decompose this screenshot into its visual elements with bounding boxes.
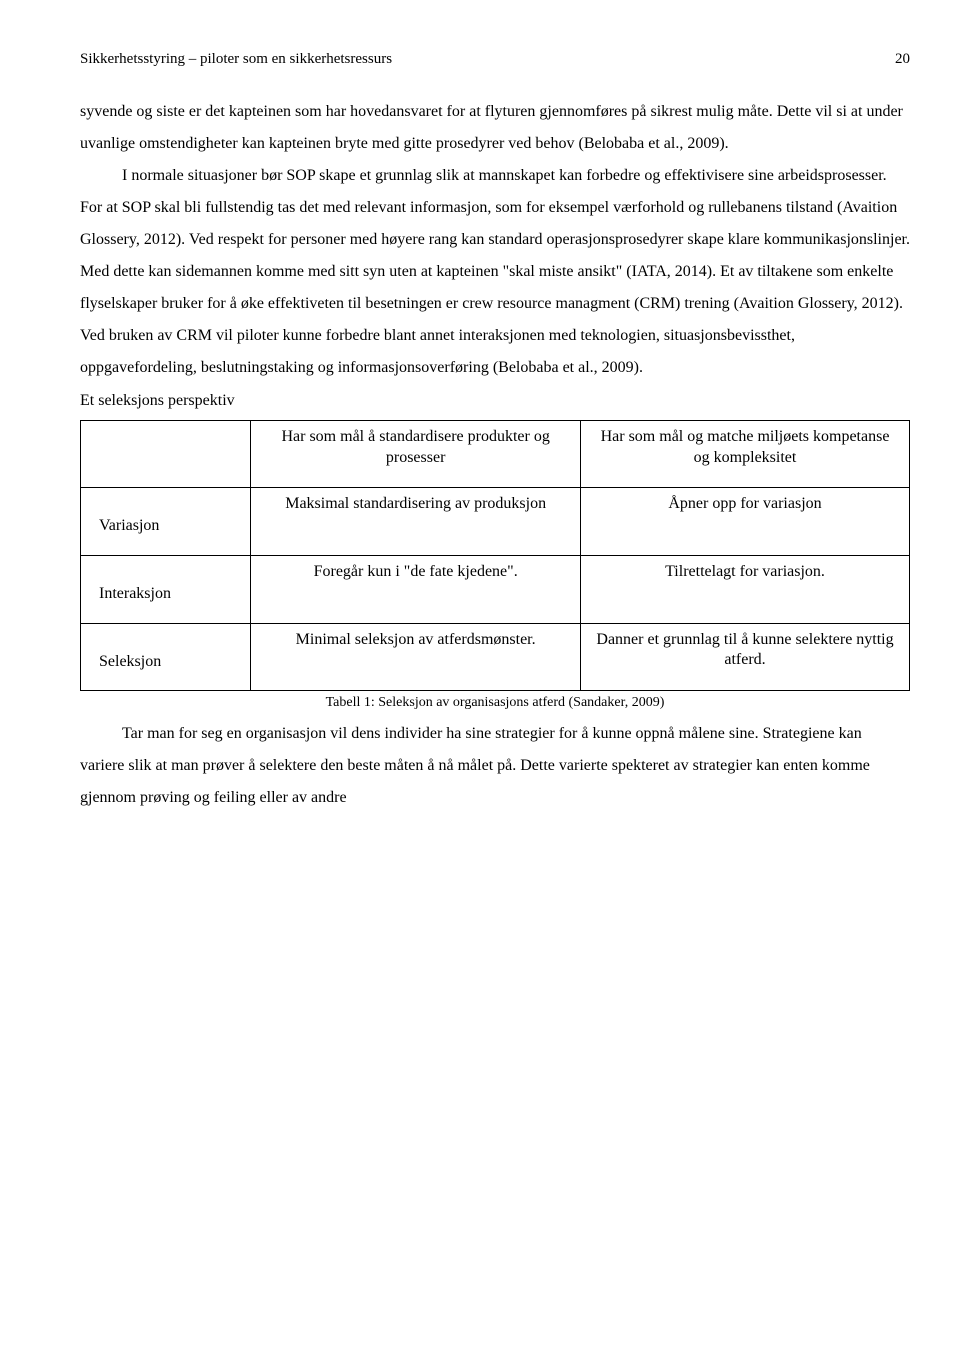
row-label: Variasjon [81,487,251,555]
cell-a: Foregår kun i "de fate kjedene". [251,555,581,623]
col-b-head: Har som mål og matche miljøets kompetans… [581,421,910,488]
row-label-empty [81,421,251,488]
table-row: Variasjon Maksimal standardisering av pr… [81,487,910,555]
row-label: Seleksjon [81,623,251,691]
section-subtitle: Et seleksjons perspektiv [80,390,910,412]
perspective-table: Har som mål å standardisere produkter og… [80,420,910,691]
col-a-head: Har som mål å standardisere produkter og… [251,421,581,488]
cell-b: Åpner opp for variasjon [581,487,910,555]
cell-a: Minimal seleksjon av atferdsmønster. [251,623,581,691]
table-caption: Tabell 1: Seleksjon av organisasjons atf… [80,695,910,712]
row-label: Interaksjon [81,555,251,623]
body-text: syvende og siste er det kapteinen som ha… [80,96,910,384]
running-title: Sikkerhetsstyring – piloter som en sikke… [80,50,392,68]
page-number: 20 [895,50,910,68]
cell-b: Tilrettelagt for variasjon. [581,555,910,623]
tail-text: Tar man for seg en organisasjon vil dens… [80,718,910,814]
running-header: Sikkerhetsstyring – piloter som en sikke… [80,50,910,68]
table-row: Har som mål å standardisere produkter og… [81,421,910,488]
paragraph-3: Tar man for seg en organisasjon vil dens… [80,718,910,814]
cell-a: Maksimal standardisering av produksjon [251,487,581,555]
paragraph-2: I normale situasjoner bør SOP skape et g… [80,160,910,384]
table-row: Seleksjon Minimal seleksjon av atferdsmø… [81,623,910,691]
table-row: Interaksjon Foregår kun i "de fate kjede… [81,555,910,623]
cell-b: Danner et grunnlag til å kunne selektere… [581,623,910,691]
paragraph-1: syvende og siste er det kapteinen som ha… [80,96,910,160]
